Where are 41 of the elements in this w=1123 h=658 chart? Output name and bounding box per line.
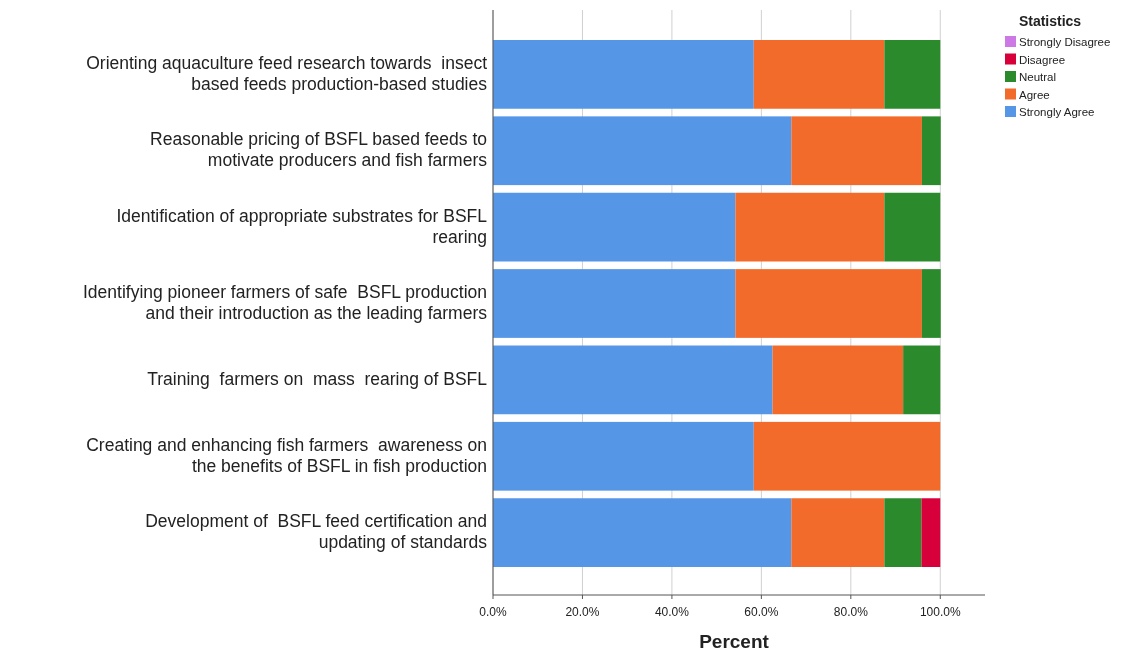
bar bbox=[884, 192, 941, 262]
bar bbox=[921, 498, 941, 567]
x-tick-label: 20.0% bbox=[565, 605, 600, 619]
bar bbox=[493, 421, 754, 491]
y-tick-label: Identification of appropriate substrates for BSFL rearing bbox=[116, 205, 488, 247]
legend-label: Neutral bbox=[1019, 71, 1057, 83]
y-tick-label: Identifying pioneer farmers of safe BSFL production and their introduction as the leading farmers bbox=[82, 281, 488, 323]
x-tick-label: 80.0% bbox=[833, 605, 869, 619]
bar bbox=[921, 116, 941, 186]
bar bbox=[493, 192, 736, 262]
bar bbox=[753, 40, 885, 109]
legend-label: Strongly Disagree bbox=[1019, 36, 1111, 48]
bar bbox=[791, 498, 885, 567]
bar bbox=[493, 345, 773, 415]
bar bbox=[772, 345, 904, 415]
bar bbox=[735, 192, 885, 262]
legend-label: Agree bbox=[1019, 88, 1050, 101]
bar bbox=[884, 40, 941, 109]
bar bbox=[791, 116, 922, 186]
y-tick-label: Training farmers on mass rearing of BSFL bbox=[147, 368, 488, 389]
x-tick-label: 60.0% bbox=[744, 605, 779, 619]
x-tick-label: 100.0% bbox=[919, 605, 961, 619]
x-tick-label: 40.0% bbox=[654, 605, 690, 619]
bar bbox=[493, 269, 736, 338]
y-tick-label: Creating and enhancing fish farmers awareness on the benefits of BSFL in fish production bbox=[86, 434, 487, 476]
bar bbox=[884, 498, 922, 567]
bar bbox=[903, 345, 941, 415]
y-tick-label: Reasonable pricing of BSFL based feeds to motivate producers and fish farmers bbox=[150, 128, 488, 170]
y-tick-label: Development of BSFL feed certification and updating of standards bbox=[145, 510, 488, 552]
bar bbox=[735, 269, 922, 338]
x-tick-label: 0.0% bbox=[479, 605, 507, 619]
bar bbox=[493, 116, 792, 186]
legend-title: Statistics bbox=[1018, 13, 1082, 29]
bar bbox=[493, 40, 754, 109]
bar bbox=[493, 498, 792, 567]
bar bbox=[921, 269, 941, 338]
legend-label: Strongly Agree bbox=[1019, 106, 1095, 118]
bar bbox=[753, 421, 941, 491]
x-axis-title: Percent bbox=[699, 631, 770, 652]
legend-label: Disagree bbox=[1019, 53, 1066, 66]
y-tick-label: Orienting aquaculture feed research towards insect based feeds production-based studies bbox=[86, 52, 488, 94]
